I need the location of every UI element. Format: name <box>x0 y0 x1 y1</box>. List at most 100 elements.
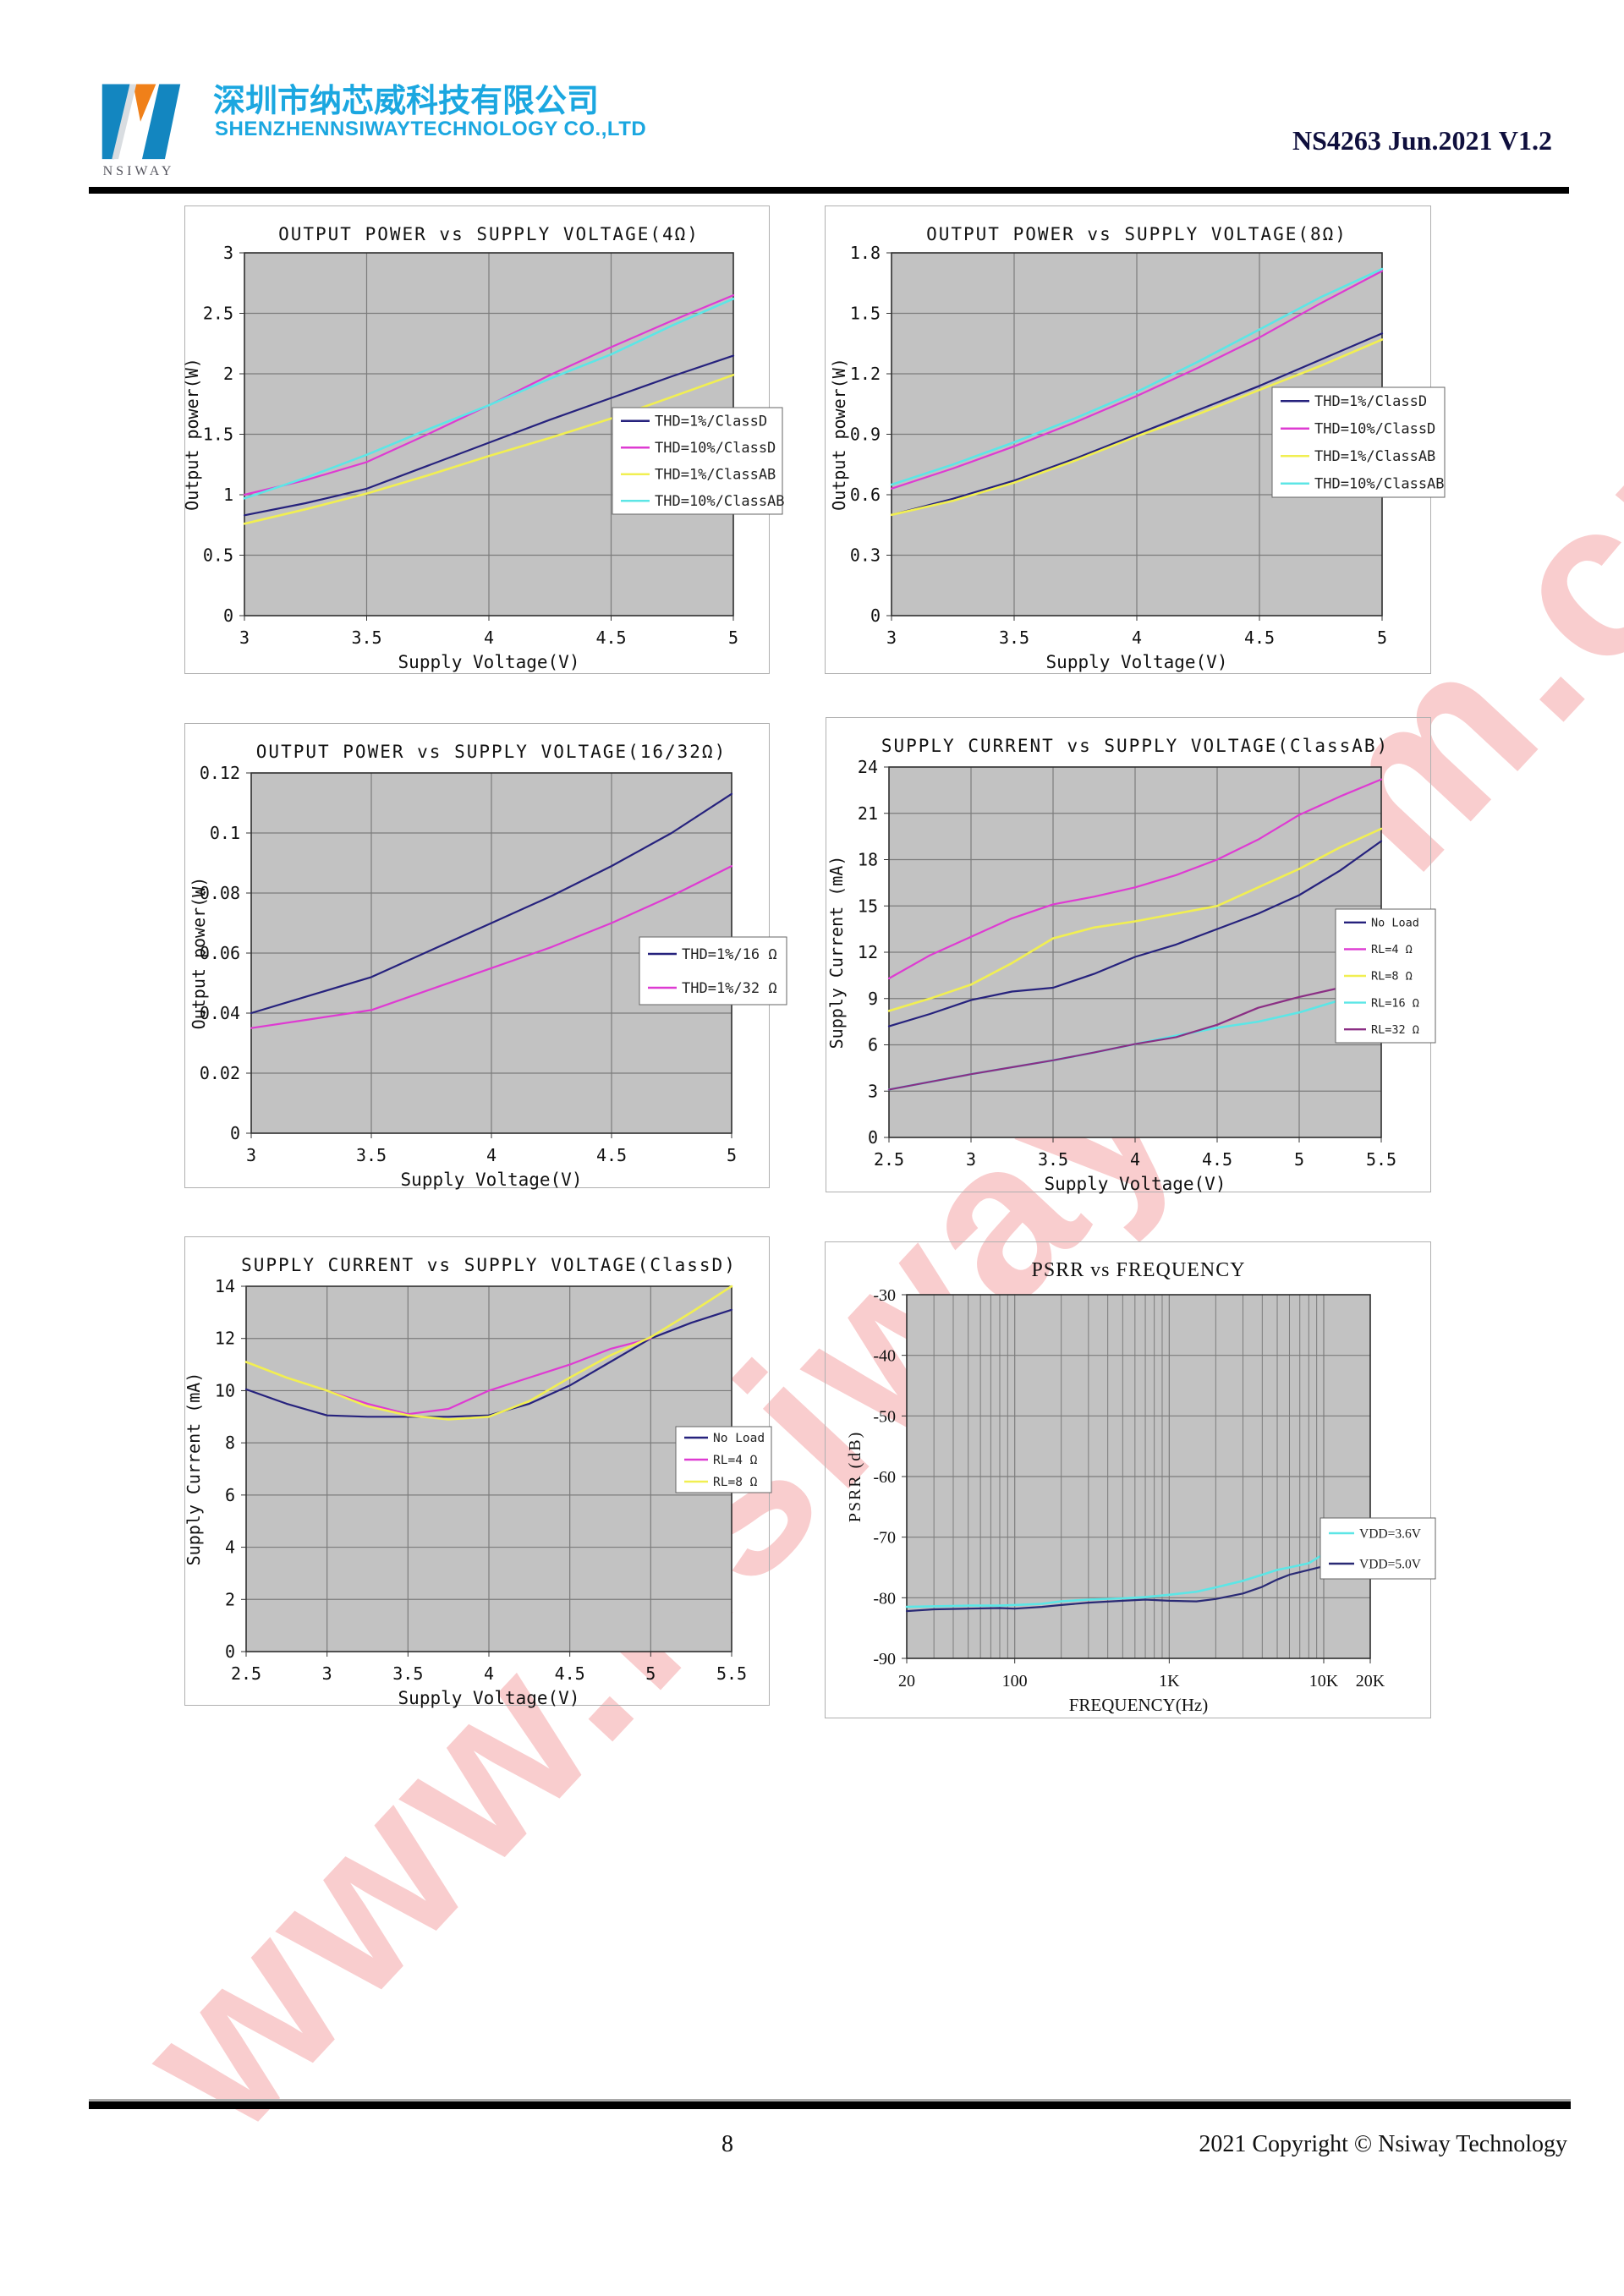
svg-text:1.8: 1.8 <box>850 243 881 263</box>
svg-text:-40: -40 <box>873 1347 896 1366</box>
svg-text:4.5: 4.5 <box>555 1663 585 1684</box>
chart-output-power-8ohm: 0 0.3 0.6 0.9 1.2 1.5 1.8 3 3.5 4 4.5 5 OUTPUT POWER… <box>825 205 1446 674</box>
company-name-cn: 深圳市纳芯威科技有限公司 <box>213 82 600 119</box>
svg-text:3.5: 3.5 <box>999 627 1029 648</box>
svg-text:100: 100 <box>1002 1672 1028 1690</box>
svg-text:SUPPLY CURRENT vs SUPPLY VOLTA: SUPPLY CURRENT vs SUPPLY VOLTAGE(ClassD) <box>241 1255 737 1275</box>
svg-text:20K: 20K <box>1356 1672 1385 1690</box>
svg-text:0: 0 <box>230 1123 240 1143</box>
svg-text:2: 2 <box>225 1589 235 1609</box>
svg-text:5: 5 <box>1377 627 1387 648</box>
svg-text:4.5: 4.5 <box>1202 1149 1232 1170</box>
svg-text:1K: 1K <box>1159 1672 1180 1690</box>
header-divider <box>89 187 1569 194</box>
svg-text:3.5: 3.5 <box>392 1663 423 1684</box>
svg-text:0.1: 0.1 <box>210 823 240 843</box>
svg-text:5: 5 <box>728 627 738 648</box>
svg-text:10: 10 <box>215 1380 235 1400</box>
logo-caption: NSIWAY <box>102 164 175 178</box>
svg-text:Supply Current (mA): Supply Current (mA) <box>826 856 847 1049</box>
svg-text:12: 12 <box>858 942 878 962</box>
svg-text:0: 0 <box>225 1641 235 1662</box>
svg-text:VDD=5.0V: VDD=5.0V <box>1359 1557 1422 1571</box>
svg-text:THD=1%/ClassD: THD=1%/ClassD <box>1314 393 1427 410</box>
svg-text:4.5: 4.5 <box>595 627 626 648</box>
page-number: 8 <box>721 2131 733 2157</box>
svg-text:RL=4 Ω: RL=4 Ω <box>713 1454 758 1467</box>
svg-text:THD=1%/ClassAB: THD=1%/ClassAB <box>655 467 776 484</box>
svg-text:1.5: 1.5 <box>203 425 233 445</box>
chart-canvas: 0 3 6 9 12 15 18 21 24 2.5 3 3.5 4 4.5 5 5.5 SUPPLY CURR… <box>826 736 1436 1194</box>
svg-text:0.5: 0.5 <box>203 545 233 566</box>
svg-text:THD=1%/16 Ω: THD=1%/16 Ω <box>682 946 777 963</box>
svg-text:THD=10%/ClassD: THD=10%/ClassD <box>655 440 776 457</box>
svg-text:RL=32 Ω: RL=32 Ω <box>1371 1023 1419 1037</box>
document-id: NS4263 Jun.2021 V1.2 <box>1292 125 1552 156</box>
chart-supply-current-classab: 0 3 6 9 12 15 18 21 24 2.5 3 3.5 4 4.5 5 5.5 SUPPLY CURR… <box>826 717 1436 1194</box>
svg-text:0.08: 0.08 <box>200 883 240 903</box>
svg-text:SUPPLY CURRENT vs SUPPLY VOLTA: SUPPLY CURRENT vs SUPPLY VOLTAGE(ClassAB… <box>881 736 1389 756</box>
svg-text:FREQUENCY(Hz): FREQUENCY(Hz) <box>1069 1695 1208 1715</box>
svg-text:4.5: 4.5 <box>596 1145 627 1165</box>
svg-text:0.3: 0.3 <box>850 545 881 566</box>
svg-text:OUTPUT POWER vs SUPPLY VOLTAGE: OUTPUT POWER vs SUPPLY VOLTAGE(16/32Ω) <box>256 742 727 762</box>
svg-text:No Load: No Load <box>713 1432 765 1445</box>
svg-text:Output power(W): Output power(W) <box>182 358 202 511</box>
svg-text:3.5: 3.5 <box>356 1145 387 1165</box>
svg-text:Output power(W): Output power(W) <box>829 358 849 511</box>
svg-text:4: 4 <box>1130 1149 1140 1170</box>
svg-text:6: 6 <box>225 1485 235 1505</box>
svg-text:3: 3 <box>322 1663 332 1684</box>
svg-text:Output power(W): Output power(W) <box>189 877 209 1030</box>
svg-text:-30: -30 <box>873 1286 896 1305</box>
chart-output-power-16-32ohm: 0 0.02 0.04 0.06 0.08 0.1 0.12 3 3.5 4 4.5 5 OUTPUT … <box>184 723 787 1190</box>
svg-text:9: 9 <box>868 989 878 1009</box>
svg-text:0: 0 <box>870 606 881 626</box>
svg-text:THD=1%/ClassAB: THD=1%/ClassAB <box>1314 448 1435 465</box>
svg-text:21: 21 <box>858 803 878 824</box>
svg-text:4.5: 4.5 <box>1244 627 1275 648</box>
svg-text:VDD=3.6V: VDD=3.6V <box>1359 1526 1422 1541</box>
svg-text:4: 4 <box>225 1537 235 1558</box>
svg-text:Supply Voltage(V): Supply Voltage(V) <box>401 1170 583 1190</box>
chart-canvas: 0 0.3 0.6 0.9 1.2 1.5 1.8 3 3.5 4 4.5 5 OUTPUT POWER… <box>829 224 1446 672</box>
svg-text:3.5: 3.5 <box>1038 1149 1068 1170</box>
chart-output-power-4ohm: 0 0.5 1 1.5 2 2.5 3 3 3.5 4 4.5 5 OUTPUT POWER vs SU… <box>182 205 785 674</box>
svg-text:0.9: 0.9 <box>850 425 881 445</box>
svg-text:4: 4 <box>484 1663 494 1684</box>
svg-text:0: 0 <box>223 606 233 626</box>
svg-text:8: 8 <box>225 1433 235 1453</box>
svg-text:-80: -80 <box>873 1589 896 1608</box>
svg-text:12: 12 <box>215 1329 235 1349</box>
svg-text:3: 3 <box>966 1149 976 1170</box>
svg-text:15: 15 <box>858 896 878 916</box>
svg-text:4: 4 <box>1132 627 1142 648</box>
svg-text:THD=1%/32 Ω: THD=1%/32 Ω <box>682 980 777 997</box>
svg-text:-60: -60 <box>873 1468 896 1487</box>
svg-text:0.6: 0.6 <box>850 485 881 505</box>
chart-supply-current-classd: 0 2 4 6 8 10 12 14 2.5 3 3.5 4 4.5 5 5.5 SUPPLY CURRENT… <box>184 1236 772 1708</box>
svg-text:PSRR (dB): PSRR (dB) <box>846 1431 864 1523</box>
svg-text:1.5: 1.5 <box>850 304 881 324</box>
svg-text:0: 0 <box>868 1127 878 1148</box>
svg-text:0.04: 0.04 <box>200 1003 240 1023</box>
svg-text:Supply Voltage(V): Supply Voltage(V) <box>1045 1174 1226 1194</box>
svg-text:24: 24 <box>858 757 878 777</box>
svg-text:-90: -90 <box>873 1650 896 1669</box>
svg-text:Supply Voltage(V): Supply Voltage(V) <box>398 1688 580 1708</box>
svg-text:RL=8 Ω: RL=8 Ω <box>713 1476 758 1489</box>
svg-text:-50: -50 <box>873 1407 896 1426</box>
svg-text:PSRR vs FREQUENCY: PSRR vs FREQUENCY <box>1031 1259 1245 1281</box>
svg-text:0.06: 0.06 <box>200 943 240 963</box>
svg-text:3: 3 <box>886 627 897 648</box>
svg-text:RL=4 Ω: RL=4 Ω <box>1371 943 1413 956</box>
svg-text:6: 6 <box>868 1035 878 1055</box>
svg-text:18: 18 <box>858 850 878 870</box>
svg-text:Supply Voltage(V): Supply Voltage(V) <box>1046 652 1228 672</box>
svg-text:10K: 10K <box>1309 1672 1339 1690</box>
svg-text:4: 4 <box>484 627 494 648</box>
svg-text:2.5: 2.5 <box>874 1149 904 1170</box>
svg-text:4: 4 <box>486 1145 497 1165</box>
